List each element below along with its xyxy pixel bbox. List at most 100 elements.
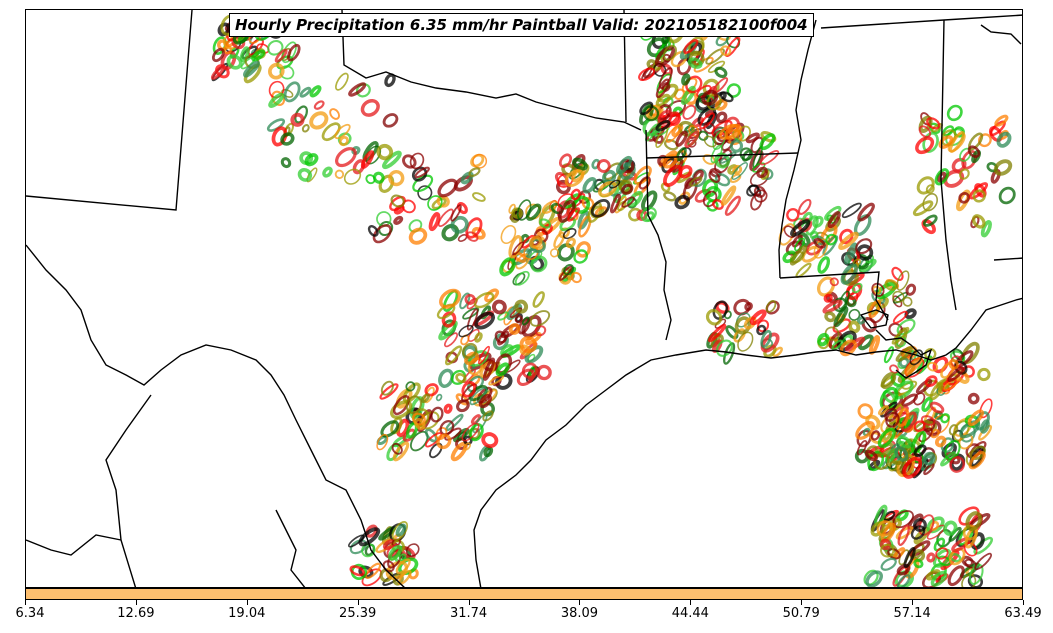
precip-contour bbox=[474, 332, 483, 343]
precip-contour bbox=[562, 228, 577, 240]
precip-contour bbox=[737, 331, 754, 352]
precip-contour bbox=[790, 219, 811, 237]
precip-contour bbox=[402, 154, 417, 169]
precip-contour bbox=[929, 382, 944, 401]
precip-contour bbox=[388, 170, 405, 187]
precip-contour bbox=[608, 179, 621, 189]
precip-contour bbox=[297, 167, 313, 182]
precip-contour bbox=[725, 325, 739, 340]
precip-contour bbox=[918, 125, 932, 138]
ms-al-border bbox=[940, 19, 957, 311]
precip-contour bbox=[474, 311, 495, 330]
precip-contour bbox=[464, 351, 479, 366]
precip-contour bbox=[902, 296, 913, 307]
precip-contour bbox=[372, 171, 385, 184]
precip-contour bbox=[822, 299, 843, 314]
precip-contour bbox=[924, 348, 937, 361]
precip-contour bbox=[596, 159, 611, 173]
precip-contour bbox=[602, 169, 617, 185]
precip-contour bbox=[922, 214, 938, 227]
precip-contour bbox=[309, 111, 329, 130]
precip-contour bbox=[969, 445, 986, 461]
precip-contour bbox=[887, 548, 901, 560]
precip-contour bbox=[587, 201, 603, 223]
precip-contour bbox=[933, 537, 946, 552]
colorbar-tick bbox=[690, 600, 692, 605]
precip-contour bbox=[534, 325, 547, 337]
precip-contour bbox=[655, 93, 671, 107]
precip-contour bbox=[731, 162, 749, 180]
precip-contour bbox=[283, 81, 301, 103]
precip-contour bbox=[509, 307, 523, 318]
precip-contour bbox=[968, 451, 986, 470]
precip-contour bbox=[393, 215, 404, 225]
precip-contour bbox=[299, 86, 312, 98]
precip-contour bbox=[378, 526, 396, 541]
precip-contour bbox=[843, 242, 858, 265]
precip-contour bbox=[837, 290, 850, 310]
precip-contour bbox=[463, 442, 472, 451]
precip-contour bbox=[716, 111, 728, 124]
precip-contour bbox=[905, 283, 917, 296]
precip-contour bbox=[998, 186, 1016, 205]
precip-contour bbox=[927, 361, 939, 372]
precip-contour bbox=[855, 238, 873, 255]
precip-contour bbox=[829, 277, 839, 287]
precip-contour bbox=[563, 263, 575, 276]
precip-contour bbox=[565, 237, 576, 249]
precip-contour bbox=[419, 411, 440, 430]
precip-contour bbox=[856, 440, 868, 456]
precip-contour bbox=[621, 183, 634, 195]
precip-contour bbox=[951, 157, 967, 173]
precip-contour bbox=[462, 307, 480, 320]
precip-contour bbox=[491, 299, 507, 315]
precip-contour bbox=[372, 224, 392, 244]
precip-contour bbox=[220, 50, 237, 71]
precip-contour bbox=[462, 342, 478, 359]
precip-contour bbox=[360, 98, 380, 117]
precip-contour bbox=[838, 231, 859, 251]
precip-contour bbox=[597, 180, 618, 198]
colorbar-tick bbox=[468, 600, 470, 605]
precip-contour bbox=[343, 168, 362, 185]
precip-contour bbox=[936, 171, 948, 183]
precip-contour bbox=[915, 378, 933, 395]
precip-contour bbox=[457, 431, 467, 441]
precip-contour bbox=[925, 184, 935, 194]
precip-contour bbox=[816, 276, 836, 297]
precip-contour bbox=[720, 45, 732, 57]
precip-contour bbox=[360, 150, 375, 169]
precip-contour bbox=[350, 563, 368, 580]
precip-contour bbox=[894, 445, 909, 462]
precip-contour bbox=[851, 282, 863, 294]
precipitation-paintball-layer bbox=[210, 13, 1016, 587]
precip-contour bbox=[744, 302, 753, 311]
colorbar-tick bbox=[357, 600, 359, 605]
precip-contour bbox=[733, 328, 746, 343]
precip-contour bbox=[824, 311, 836, 323]
precip-contour bbox=[967, 409, 984, 427]
precip-contour bbox=[932, 548, 952, 568]
precip-contour bbox=[395, 558, 411, 575]
precip-contour bbox=[676, 147, 687, 162]
precip-contour bbox=[897, 435, 912, 449]
precip-contour bbox=[877, 427, 896, 448]
precip-contour bbox=[912, 200, 934, 217]
precip-contour bbox=[865, 414, 881, 430]
precip-contour bbox=[967, 145, 981, 159]
precip-contour bbox=[729, 139, 744, 153]
precip-contour bbox=[508, 323, 521, 335]
precip-contour bbox=[896, 574, 911, 587]
precip-contour bbox=[348, 82, 367, 97]
precip-contour bbox=[896, 270, 910, 291]
precip-contour bbox=[430, 406, 444, 423]
map-area bbox=[25, 9, 1023, 588]
precip-contour bbox=[438, 320, 458, 341]
precip-contour bbox=[512, 272, 526, 286]
precip-contour bbox=[655, 119, 671, 132]
precip-contour bbox=[567, 207, 581, 222]
precip-contour bbox=[840, 263, 859, 285]
precip-contour bbox=[883, 346, 895, 364]
precip-contour bbox=[411, 166, 428, 182]
precip-contour bbox=[473, 291, 495, 309]
